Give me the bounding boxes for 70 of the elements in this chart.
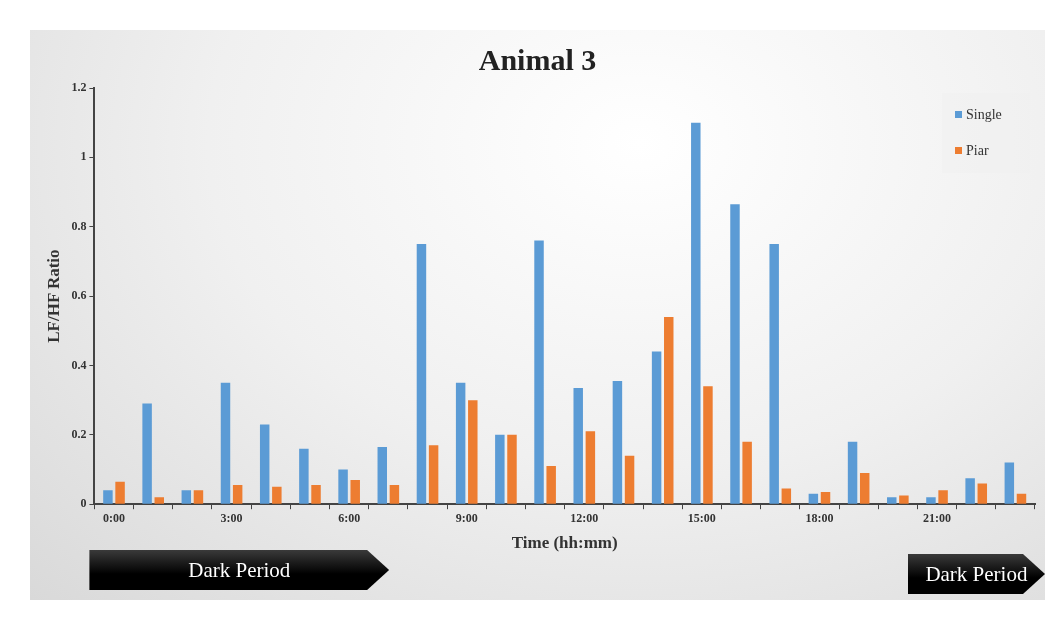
- bar: [651, 351, 662, 504]
- bar: [220, 382, 231, 504]
- bar: [899, 495, 909, 504]
- bar: [820, 492, 831, 504]
- x-tick-label: 21:00: [923, 511, 952, 526]
- y-tick-label: 0.6: [71, 288, 87, 303]
- bar: [416, 244, 427, 504]
- bar: [103, 490, 113, 504]
- bar: [624, 455, 635, 504]
- bar: [259, 424, 270, 504]
- bar: [468, 400, 478, 504]
- bar: [769, 244, 779, 504]
- bar: [507, 434, 517, 504]
- bar: [546, 466, 556, 504]
- legend-label: Single: [966, 106, 1002, 122]
- legend-label: Piar: [966, 142, 989, 158]
- bar: [495, 434, 505, 504]
- bar: [272, 486, 282, 504]
- x-tick-label: 15:00: [687, 511, 716, 526]
- x-tick-label: 6:00: [338, 511, 361, 526]
- y-axis-title: LF/HF Ratio: [43, 249, 63, 343]
- bar: [847, 441, 858, 504]
- bar: [1016, 493, 1027, 504]
- bar: [311, 485, 321, 504]
- bar: [338, 469, 348, 504]
- y-tick-label: 0: [80, 496, 87, 511]
- bar: [585, 431, 596, 504]
- bar: [115, 481, 125, 504]
- bar: [691, 122, 701, 504]
- bar: [193, 490, 204, 504]
- bar: [377, 446, 387, 504]
- bar: [428, 445, 439, 504]
- bar: [232, 485, 243, 504]
- bar: [142, 403, 152, 504]
- bar: [859, 472, 870, 504]
- x-tick-label: 9:00: [455, 511, 478, 526]
- x-tick-label: 12:00: [570, 511, 599, 526]
- bar: [977, 483, 988, 504]
- bar: [887, 497, 897, 504]
- x-tick-label: 18:00: [805, 511, 834, 526]
- bar: [742, 441, 752, 504]
- y-tick-label: 1: [80, 149, 87, 164]
- bar: [181, 490, 192, 504]
- bar: [350, 479, 360, 504]
- x-axis-title: Time (hh:mm): [511, 533, 618, 553]
- bar: [808, 493, 819, 504]
- bar: [926, 497, 936, 504]
- bar: [389, 485, 400, 504]
- x-tick-label: 3:00: [220, 511, 243, 526]
- bar: [938, 490, 948, 504]
- bar: [299, 448, 309, 504]
- bar: [534, 240, 544, 504]
- bar: [573, 388, 583, 504]
- bar: [1004, 462, 1015, 504]
- bar: [154, 497, 164, 504]
- bar: [703, 386, 713, 504]
- y-tick-label: 0.4: [71, 357, 87, 372]
- bar: [781, 488, 792, 504]
- bar: [730, 204, 740, 504]
- y-tick-label: 0.2: [71, 426, 87, 441]
- bar: [664, 316, 674, 504]
- bar: [612, 381, 623, 504]
- y-tick-label: 0.8: [71, 218, 87, 233]
- x-tick-label: 0:00: [103, 511, 125, 526]
- chart-title: Animal 3: [478, 42, 597, 76]
- y-tick-label: 1.2: [71, 80, 87, 95]
- bar: [965, 478, 975, 504]
- arrow-banner: Dark Period: [907, 554, 1045, 594]
- arrow-banner: Dark Period: [89, 550, 390, 590]
- bar: [455, 382, 466, 504]
